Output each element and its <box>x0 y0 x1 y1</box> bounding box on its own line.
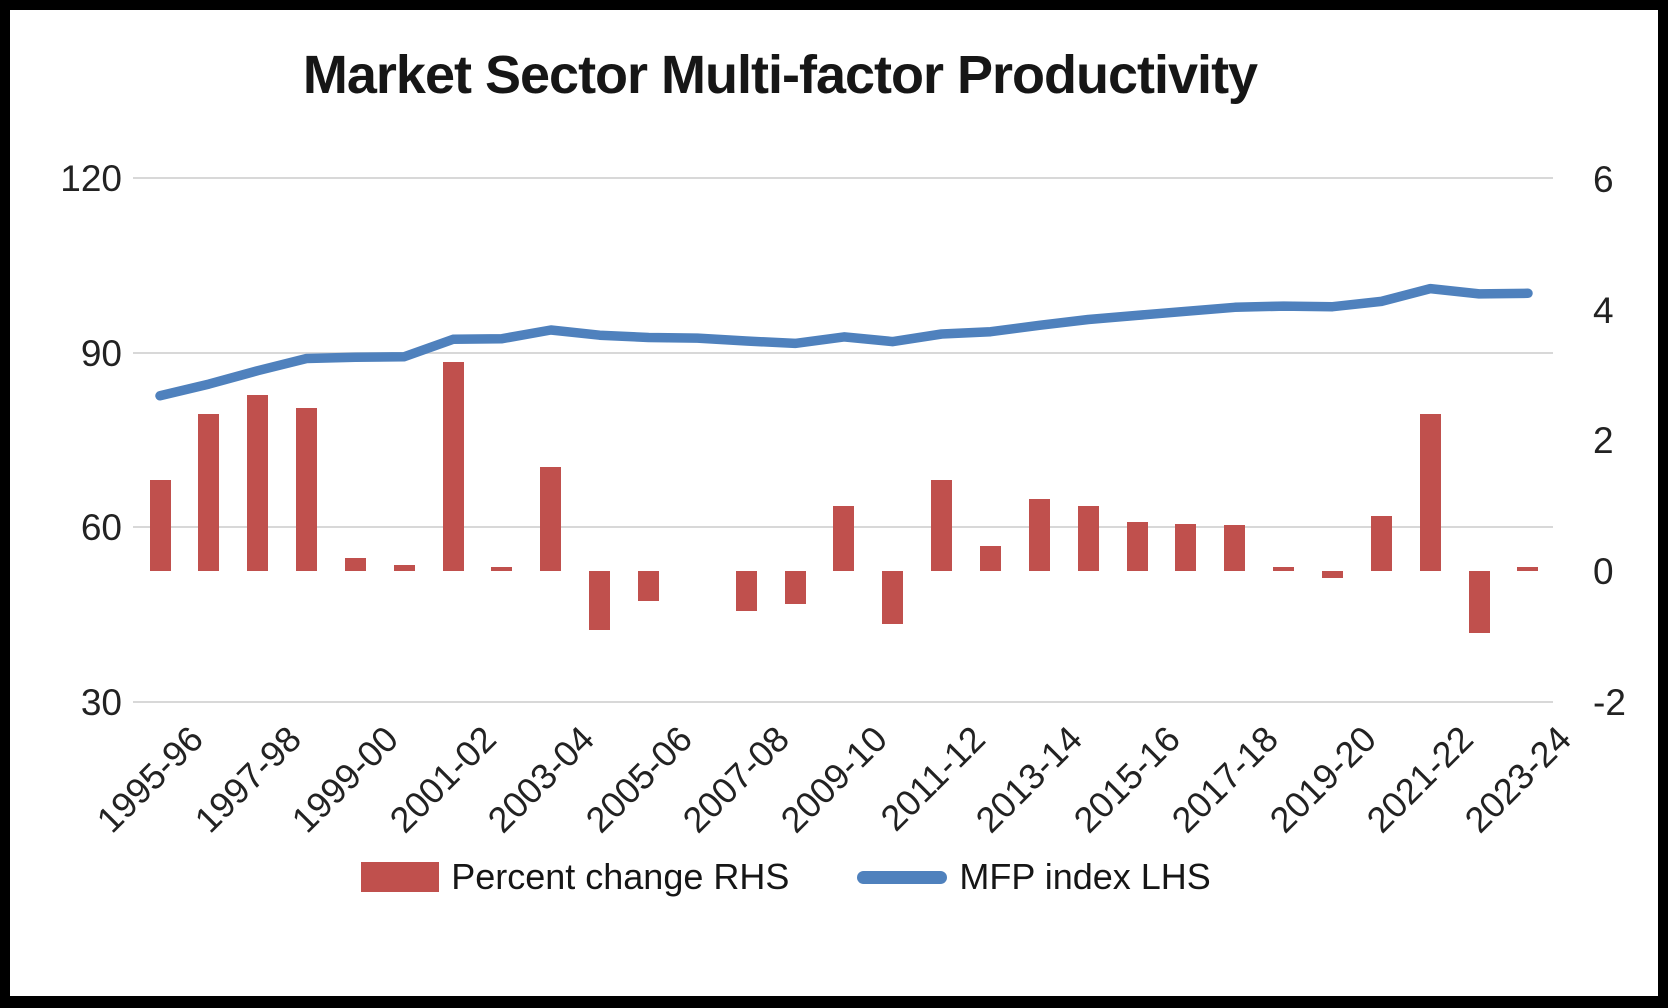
bar-2000-01 <box>393 564 415 572</box>
bar-2018-19 <box>1273 566 1295 572</box>
bar-2021-22 <box>1419 414 1441 572</box>
bar-2003-04 <box>540 466 562 572</box>
bar-1996-97 <box>198 414 220 572</box>
gridline-120 <box>133 177 1553 179</box>
left-axis-label-30: 30 <box>80 682 122 723</box>
bar-2023-24 <box>1517 566 1539 572</box>
left-axis-label-120: 120 <box>60 158 122 199</box>
bar-2022-23 <box>1468 571 1490 634</box>
bar-2011-12 <box>931 479 953 572</box>
bar-2001-02 <box>442 361 464 572</box>
chart-title: Market Sector Multi-factor Productivity <box>302 45 1258 105</box>
right-axis-label-6: 6 <box>1593 158 1614 200</box>
left-axis-label-90: 90 <box>80 332 122 374</box>
bar-2007-08 <box>735 571 757 611</box>
bar-2017-18 <box>1224 525 1246 572</box>
gridline-90 <box>133 351 1553 354</box>
bar-2013-14 <box>1028 499 1050 572</box>
right-axis-label--2: -2 <box>1593 682 1626 724</box>
bar-1995-96 <box>149 479 171 572</box>
legend-bar-label: Percent change RHS <box>451 856 790 897</box>
bar-2010-11 <box>882 571 904 624</box>
bar-1999-00 <box>344 558 366 572</box>
legend-line-label: MFP index LHS <box>959 856 1211 897</box>
chart-card: Market Sector Multi-factor Productivity … <box>10 10 1658 996</box>
bar-1997-98 <box>247 394 269 572</box>
legend-line-swatch <box>857 870 948 884</box>
bar-2020-21 <box>1370 515 1392 572</box>
right-axis-label-2: 2 <box>1593 420 1614 462</box>
bar-2004-05 <box>589 571 611 631</box>
legend-bar-swatch <box>361 862 440 892</box>
bar-1998-99 <box>296 407 318 572</box>
bar-2009-10 <box>833 505 855 572</box>
bar-2019-20 <box>1322 571 1344 578</box>
right-axis-label-0: 0 <box>1593 551 1614 593</box>
bar-2002-03 <box>491 566 513 572</box>
bar-2008-09 <box>784 571 806 605</box>
left-axis-label-60: 60 <box>80 507 122 549</box>
bar-2015-16 <box>1126 522 1148 572</box>
legend: Percent change RHS MFP index LHS <box>0 856 1610 898</box>
right-axis-label-4: 4 <box>1593 289 1614 331</box>
bar-2005-06 <box>638 571 660 601</box>
gridline-30 <box>133 701 1553 703</box>
mfp-index-line <box>155 283 1533 401</box>
bar-2016-17 <box>1175 524 1197 572</box>
bar-2012-13 <box>980 546 1002 572</box>
bar-2014-15 <box>1077 505 1099 572</box>
